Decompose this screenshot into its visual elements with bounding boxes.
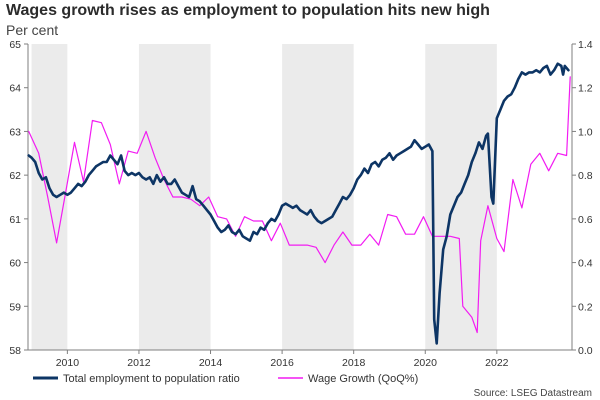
right-y-tick-label: 0.6: [578, 214, 593, 226]
left-y-tick-label: 63: [9, 126, 21, 138]
shaded-periods: [31, 44, 497, 350]
right-y-tick-label: 1.0: [578, 126, 593, 138]
x-tick-label: 2018: [342, 357, 366, 369]
right-y-tick-label: 0.8: [578, 170, 593, 182]
left-y-tick-label: 62: [9, 170, 21, 182]
left-y-tick-label: 61: [9, 214, 21, 226]
legend-label-wage-growth: Wage Growth (QoQ%): [308, 373, 418, 385]
right-y-tick-label: 1.2: [578, 83, 593, 95]
series-line-employment-ratio: [27, 62, 570, 345]
x-tick-label: 2020: [414, 357, 438, 369]
right-y-tick-label: 0.2: [578, 301, 593, 313]
chart-title: Wages growth rises as employment to popu…: [6, 2, 490, 19]
legend-label-employment: Total employment to population ratio: [63, 373, 240, 385]
legend: Total employment to population ratio Wag…: [33, 373, 418, 385]
left-y-tick-label: 65: [9, 39, 21, 51]
x-tick-label: 2022: [485, 357, 509, 369]
chart-subtitle: Per cent: [6, 22, 59, 38]
x-tick-label: 2012: [127, 357, 151, 369]
shaded-band-0: [31, 44, 68, 350]
right-y-tick-label: 0.4: [578, 258, 593, 270]
left-y-tick-label: 59: [9, 301, 21, 313]
axes: 58 59 60 61 62 63 64 65 0.0 0.2 0.4 0.6 0.8 1.0 1.2 1.4…: [9, 39, 592, 369]
x-tick-label: 2014: [199, 357, 223, 369]
right-y-tick-label: 1.4: [578, 39, 593, 51]
series-lines: [27, 62, 571, 345]
left-y-tick-label: 60: [9, 258, 21, 270]
left-y-tick-label: 64: [9, 83, 21, 95]
left-y-tick-label: 58: [9, 345, 21, 357]
source-note: Source: LSEG Datastream: [474, 388, 592, 399]
x-tick-label: 2016: [270, 357, 294, 369]
shaded-band-3: [425, 44, 497, 350]
x-tick-label: 2010: [56, 357, 80, 369]
right-y-tick-label: 0.0: [578, 345, 593, 357]
